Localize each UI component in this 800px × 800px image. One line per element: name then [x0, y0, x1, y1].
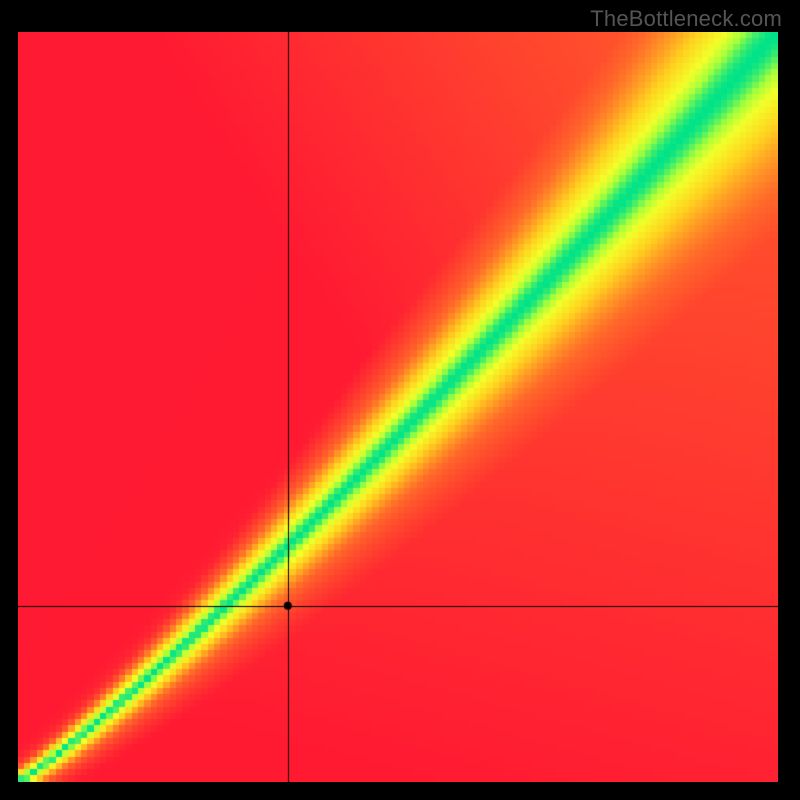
bottleneck-heatmap: [18, 32, 778, 782]
watermark-text: TheBottleneck.com: [590, 6, 782, 32]
